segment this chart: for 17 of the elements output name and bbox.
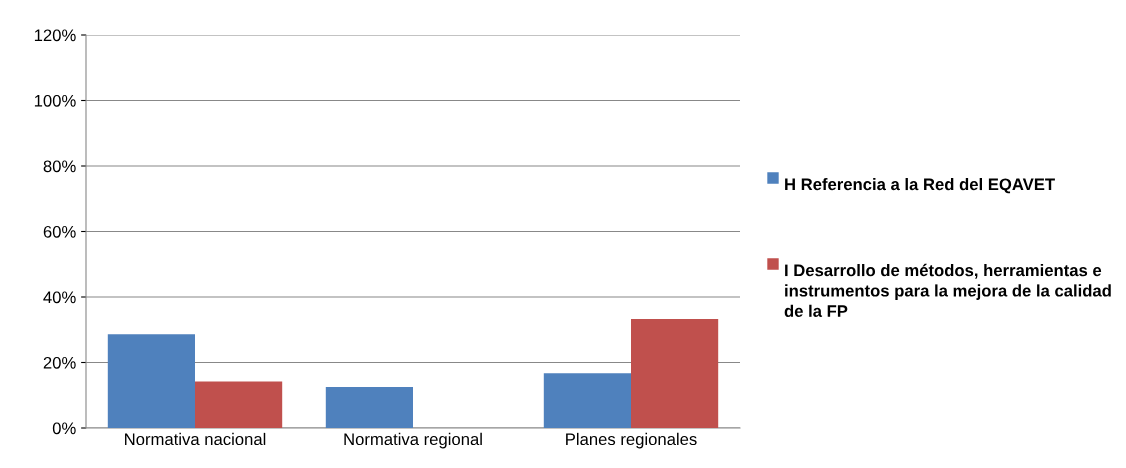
y-tick-label: 120% [34, 29, 76, 42]
bar [543, 373, 631, 428]
x-tick-label: Planes regionales [566, 432, 697, 449]
bar [325, 387, 413, 428]
x-tick-label: Normativa nacional [125, 432, 266, 446]
legend-label: H Referencia a la Red del EQAVET [785, 178, 1055, 194]
y-tick-label: 0% [52, 422, 76, 435]
legend-label: I Desarrollo de métodos, herramientas e instrumentos para la mejora de la calidad de la FP [784, 263, 1111, 317]
x-tick-label: Normativa regional [344, 432, 482, 449]
y-tick-label: 20% [43, 356, 76, 369]
y-tick-label: 100% [34, 94, 76, 107]
bar [107, 334, 195, 428]
bar [195, 381, 283, 428]
y-tick-label: 80% [43, 160, 76, 173]
bar [631, 318, 719, 428]
y-tick-label: 40% [43, 291, 76, 304]
y-tick-label: 60% [43, 225, 76, 238]
